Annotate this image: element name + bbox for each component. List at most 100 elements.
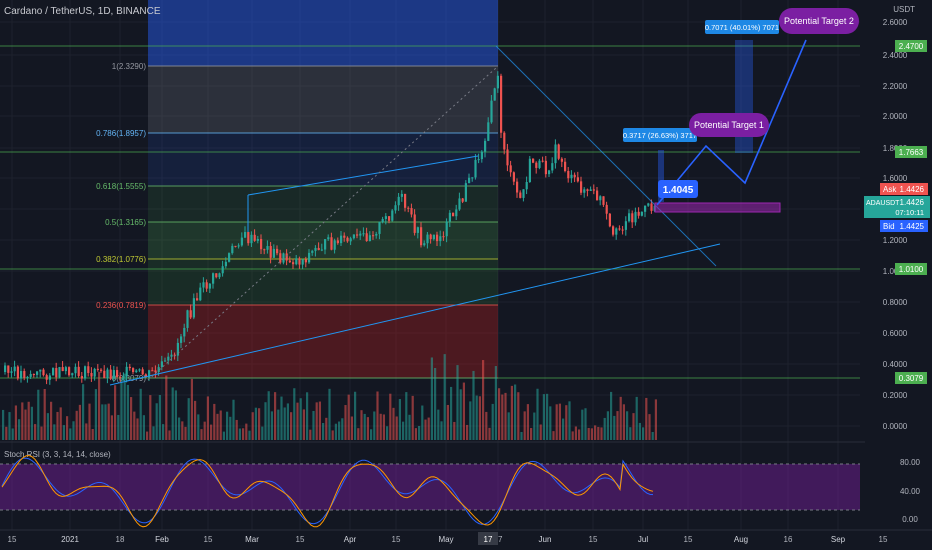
volume-bar <box>194 400 197 440</box>
fib-level-label: 0.618(1.5555) <box>96 182 146 191</box>
candle-body <box>71 373 74 376</box>
candle-body <box>544 160 547 175</box>
candle-body <box>621 229 624 231</box>
candle-body <box>391 210 394 221</box>
candle-body <box>356 234 359 236</box>
candle-body <box>612 226 615 235</box>
candle-body <box>215 273 218 278</box>
time-axis-label: 16 <box>784 535 793 544</box>
volume-bar <box>280 396 283 440</box>
candle-body <box>42 369 45 376</box>
candle-body <box>317 247 320 251</box>
candle-body <box>471 177 474 179</box>
volume-bar <box>533 412 536 440</box>
price-axis-label: 0.6000 <box>883 329 908 338</box>
candle-body <box>103 370 106 379</box>
rsi-d-line <box>1 454 654 528</box>
candle-body <box>170 354 173 357</box>
target-label-1: Potential Target 1 <box>694 120 764 130</box>
volume-bar <box>360 410 363 440</box>
candle-body <box>573 174 576 178</box>
price-badge-bg <box>895 146 927 158</box>
candle-body <box>212 273 215 284</box>
volume-bar <box>238 428 241 440</box>
volume-bar <box>149 395 152 440</box>
candle-body <box>541 160 544 162</box>
volume-bar <box>475 395 478 440</box>
volume-bar <box>75 410 78 440</box>
volume-bar <box>568 401 571 440</box>
candle-body <box>362 233 365 235</box>
candle-body <box>372 235 375 237</box>
volume-bar <box>635 396 638 440</box>
volume-bar <box>318 401 321 440</box>
volume-bar <box>136 418 139 440</box>
volume-bar <box>286 403 289 440</box>
candle-body <box>455 209 458 217</box>
volume-bar <box>322 422 325 440</box>
candle-body <box>512 172 515 182</box>
candle-body <box>557 144 560 159</box>
volume-bar <box>197 414 200 440</box>
volume-bar <box>254 407 257 440</box>
volume-bar <box>181 421 184 440</box>
candle-body <box>554 144 557 164</box>
volume-bar <box>462 382 465 440</box>
volume-bar <box>651 431 654 440</box>
candle-body <box>256 239 259 241</box>
volume-bar <box>354 391 357 440</box>
volume-bar <box>62 425 65 440</box>
volume-bar <box>152 426 155 440</box>
candle-body <box>516 181 519 193</box>
volume-bar <box>72 421 75 440</box>
candle-body <box>218 273 221 278</box>
volume-bar <box>402 421 405 440</box>
candle-body <box>608 213 611 227</box>
volume-bar <box>27 401 30 440</box>
volume-bar <box>373 411 376 440</box>
price-badge: 2.4700 <box>899 42 924 51</box>
volume-bar <box>142 415 145 440</box>
candle-body <box>269 246 272 258</box>
volume-bar <box>53 424 56 440</box>
volume-bar <box>510 385 513 440</box>
candle-body <box>4 365 7 372</box>
candle-body <box>132 368 135 373</box>
volume-bar <box>574 426 577 440</box>
candle-body <box>68 367 71 376</box>
volume-bar <box>40 426 43 440</box>
candle-body <box>599 196 602 201</box>
candle-body <box>13 366 16 372</box>
time-axis-label: 2021 <box>61 535 79 544</box>
volume-bar <box>379 413 382 440</box>
target-bubble-2 <box>779 8 859 34</box>
candle-body <box>279 253 282 263</box>
volume-bar <box>155 403 158 440</box>
candle-body <box>112 370 115 379</box>
candle-body <box>237 245 240 247</box>
candle-body <box>244 232 247 238</box>
rsi-label: Stoch RSI (3, 3, 14, 14, close) <box>4 450 111 459</box>
bid-value: 1.4425 <box>900 222 925 231</box>
candle-body <box>96 368 99 370</box>
volume-bar <box>382 414 385 440</box>
time-axis-label: 15 <box>8 535 17 544</box>
candle-body <box>116 370 119 377</box>
candle-body <box>468 177 471 184</box>
symbol-price: 1.4426 <box>900 198 925 207</box>
volume-bar <box>206 396 209 440</box>
candle-body <box>202 282 205 288</box>
volume-bar <box>309 429 312 440</box>
candle-body <box>23 371 26 378</box>
volume-bar <box>421 405 424 440</box>
candle-body <box>93 368 96 377</box>
volume-bar <box>459 389 462 440</box>
candle-body <box>586 189 589 191</box>
candle-body <box>484 140 487 152</box>
candle-body <box>618 228 621 230</box>
candle-body <box>100 369 103 371</box>
candle-body <box>500 75 503 133</box>
volume-bar <box>328 388 331 440</box>
candle-body <box>432 234 435 240</box>
